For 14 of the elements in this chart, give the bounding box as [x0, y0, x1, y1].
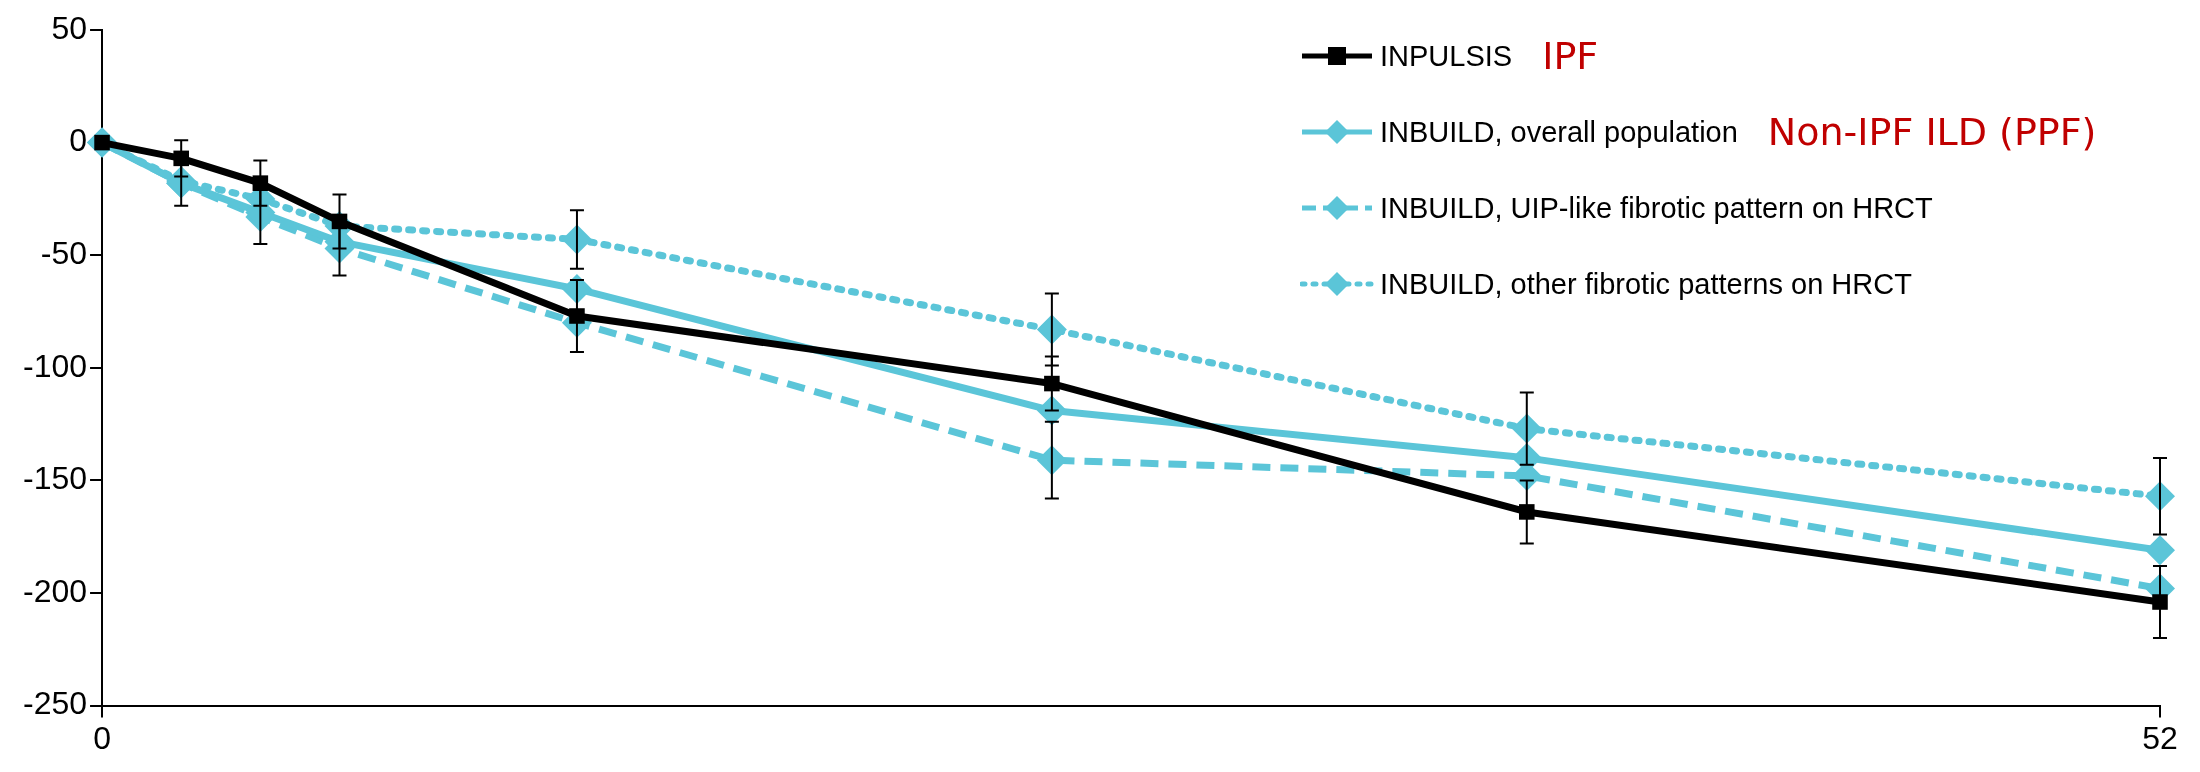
annotation: IPF [1542, 34, 1599, 78]
legend-label: INBUILD, overall population [1380, 115, 1738, 149]
legend-label: INBUILD, other fibrotic patterns on HRCT [1380, 267, 1912, 301]
y-tick-label: -50 [40, 235, 88, 272]
x-tick-label: 52 [2142, 719, 2178, 756]
y-tick-label: -200 [23, 572, 88, 609]
annotation: Non-IPF ILD (PPF) [1767, 110, 2097, 154]
y-tick-label: 0 [69, 122, 88, 159]
legend-label: INPULSIS [1380, 39, 1513, 73]
y-tick-label: -100 [23, 347, 88, 384]
y-tick-label: -250 [23, 685, 88, 722]
y-tick-label: 50 [51, 9, 88, 46]
y-tick-label: -150 [23, 460, 88, 497]
legend-label: INBUILD, UIP-like fibrotic pattern on HRCT [1380, 191, 1933, 225]
